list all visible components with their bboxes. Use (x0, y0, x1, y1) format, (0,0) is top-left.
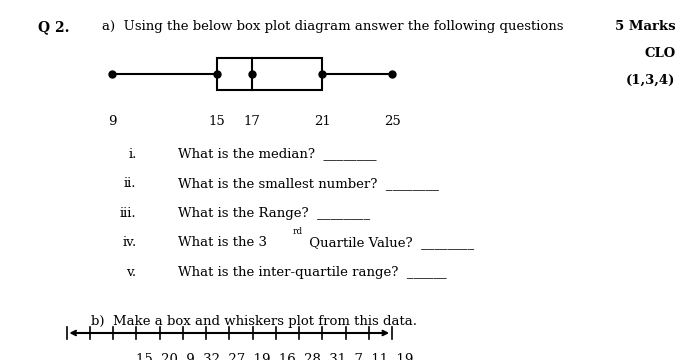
Text: rd: rd (293, 227, 302, 236)
Text: v.: v. (127, 266, 136, 279)
Text: 5 Marks: 5 Marks (615, 20, 676, 33)
Text: iv.: iv. (122, 236, 136, 249)
Text: What is the Range?  ________: What is the Range? ________ (178, 207, 370, 220)
Text: Q 2.: Q 2. (38, 20, 70, 34)
Text: 21: 21 (314, 115, 330, 128)
Text: Quartile Value?  ________: Quartile Value? ________ (305, 236, 475, 249)
Text: What is the 3: What is the 3 (178, 236, 267, 249)
Text: 15: 15 (209, 115, 225, 128)
Text: 17: 17 (244, 115, 260, 128)
Text: What is the inter-quartile range?  ______: What is the inter-quartile range? ______ (178, 266, 447, 279)
Bar (217, 58, 322, 90)
Text: iii.: iii. (120, 207, 136, 220)
Text: 15, 20, 9, 32, 27, 19, 16, 28, 31, 7, 11, 19: 15, 20, 9, 32, 27, 19, 16, 28, 31, 7, 11… (136, 353, 414, 360)
Text: ii.: ii. (124, 177, 136, 190)
Text: (1,3,4): (1,3,4) (626, 74, 676, 87)
Text: 9: 9 (108, 115, 116, 128)
Text: a)  Using the below box plot diagram answer the following questions: a) Using the below box plot diagram answ… (102, 20, 563, 33)
Text: CLO: CLO (644, 47, 676, 60)
Text: What is the median?  ________: What is the median? ________ (178, 148, 377, 161)
Text: i.: i. (128, 148, 136, 161)
Text: 25: 25 (384, 115, 400, 128)
Text: b)  Make a box and whiskers plot from this data.: b) Make a box and whiskers plot from thi… (91, 315, 417, 328)
Text: What is the smallest number?  ________: What is the smallest number? ________ (178, 177, 440, 190)
